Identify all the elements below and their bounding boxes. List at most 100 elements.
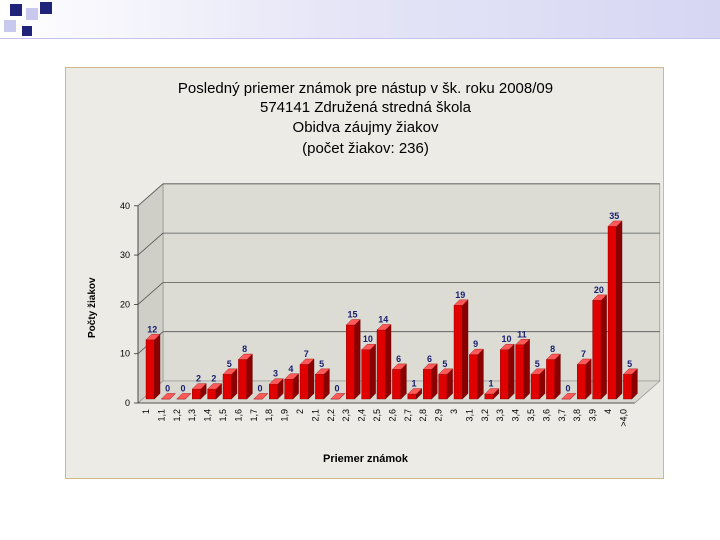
- gridline: [137, 232, 164, 256]
- bar-top: [576, 358, 592, 365]
- slide-decor-square-light: [26, 8, 38, 20]
- bar-top: [561, 393, 577, 400]
- bar-value-label: 5: [627, 359, 632, 369]
- x-tick-label: 1,8: [264, 409, 274, 422]
- slide-decor-line: [0, 38, 720, 39]
- bar-side: [246, 353, 253, 400]
- bar-top: [407, 388, 423, 395]
- bar: [592, 300, 602, 400]
- bar: [500, 349, 509, 400]
- bar-top: [622, 368, 638, 375]
- bar-top: [499, 344, 515, 350]
- bar-top: [515, 339, 531, 345]
- bar: [191, 388, 201, 400]
- bar: [530, 374, 540, 400]
- bar-value-label: 10: [363, 334, 373, 344]
- bar-top: [268, 378, 284, 385]
- x-tick-label: 1,7: [249, 409, 259, 422]
- bar-top: [391, 363, 407, 370]
- slide-decor-band: [0, 0, 720, 38]
- x-tick-label: 2,8: [418, 409, 428, 422]
- x-tick-label: 4: [603, 409, 613, 414]
- x-tick-label: 3,1: [464, 409, 474, 422]
- bar-top: [438, 368, 454, 375]
- bar-top: [361, 344, 377, 350]
- bar: [376, 329, 386, 400]
- y-tick-label: 0: [125, 398, 130, 408]
- x-tick-label: 1,5: [218, 409, 228, 422]
- bar: [392, 369, 402, 400]
- bar-value-label: 12: [147, 324, 157, 334]
- bar: [469, 354, 479, 400]
- bar-value-label: 14: [378, 314, 388, 324]
- x-tick-label: 2,7: [403, 409, 413, 422]
- x-tick-label: 2,9: [434, 409, 444, 422]
- x-tick-label: 3,5: [526, 409, 536, 422]
- x-tick-label: 3,7: [557, 409, 567, 422]
- bar: [299, 364, 309, 400]
- bar-side: [369, 343, 376, 400]
- x-tick-label: 2,4: [357, 409, 367, 422]
- bar-chart: 01020304012101,101,221,321,451,581,601,7…: [120, 183, 661, 427]
- y-tick-label: 20: [120, 299, 130, 309]
- bar: [546, 359, 556, 400]
- bar-value-label: 11: [517, 329, 527, 339]
- bar: [407, 393, 417, 400]
- bar-side: [462, 299, 469, 400]
- bar-value-label: 9: [473, 339, 478, 349]
- bar-value-label: 8: [550, 344, 555, 354]
- bar-top: [176, 393, 192, 400]
- bar: [361, 349, 371, 400]
- x-tick-label: 1,1: [156, 409, 166, 422]
- bar-top: [207, 383, 223, 390]
- bar-top: [530, 368, 546, 375]
- bar-side: [585, 358, 592, 400]
- bar: [453, 305, 463, 400]
- bar-top: [453, 299, 469, 306]
- bar-top: [545, 353, 561, 360]
- x-tick-label: 3,9: [588, 409, 598, 422]
- bar-top: [222, 368, 238, 375]
- bar: [222, 374, 232, 400]
- slide-decor-square-light-small: [4, 20, 16, 32]
- bar-top: [376, 324, 392, 331]
- x-tick-label: 3,2: [480, 409, 490, 422]
- y-tick-label: 30: [120, 250, 130, 260]
- gridline: [137, 282, 164, 305]
- bar-side: [600, 294, 607, 400]
- bar-value-label: 5: [319, 359, 324, 369]
- bar-side: [154, 333, 161, 400]
- bar-value-label: 0: [566, 384, 571, 394]
- chart-title-line-4: (počet žiakov: 236): [302, 140, 429, 157]
- x-tick-label: 3,8: [572, 409, 582, 422]
- bar-top: [314, 368, 330, 375]
- bar-top: [607, 220, 623, 227]
- x-tick-label: 1,6: [233, 409, 243, 422]
- bar-top: [484, 388, 500, 395]
- x-tick-label: 1,4: [203, 409, 213, 422]
- bar-value-label: 35: [609, 211, 619, 221]
- bar-side: [508, 343, 515, 400]
- bar-side: [400, 363, 407, 400]
- bar-top: [253, 393, 269, 400]
- slide-decor-square-dark-2: [22, 26, 32, 36]
- bar-value-label: 0: [181, 384, 186, 394]
- bar-top: [299, 358, 315, 365]
- bar-value-label: 0: [335, 384, 340, 394]
- bar-top: [330, 393, 346, 400]
- x-tick-label: 2,1: [310, 409, 320, 422]
- bar-value-label: 1: [489, 379, 494, 389]
- bar-value-label: 4: [288, 364, 293, 374]
- chart-title-line-1: Posledný priemer známok pre nástup v šk.…: [177, 80, 554, 97]
- chart-title-line-2: 574141 Združená stredná škola: [260, 99, 471, 116]
- y-tick-label: 40: [120, 201, 130, 211]
- bar-top: [160, 393, 176, 400]
- bar-value-label: 5: [535, 359, 540, 369]
- bar-value-label: 0: [165, 384, 170, 394]
- bar-value-label: 3: [273, 369, 278, 379]
- bar-value-label: 10: [501, 334, 511, 344]
- bar-top: [284, 373, 300, 380]
- bar-side: [554, 353, 561, 400]
- bar-value-label: 1: [412, 379, 417, 389]
- x-tick-label: 2: [295, 409, 305, 414]
